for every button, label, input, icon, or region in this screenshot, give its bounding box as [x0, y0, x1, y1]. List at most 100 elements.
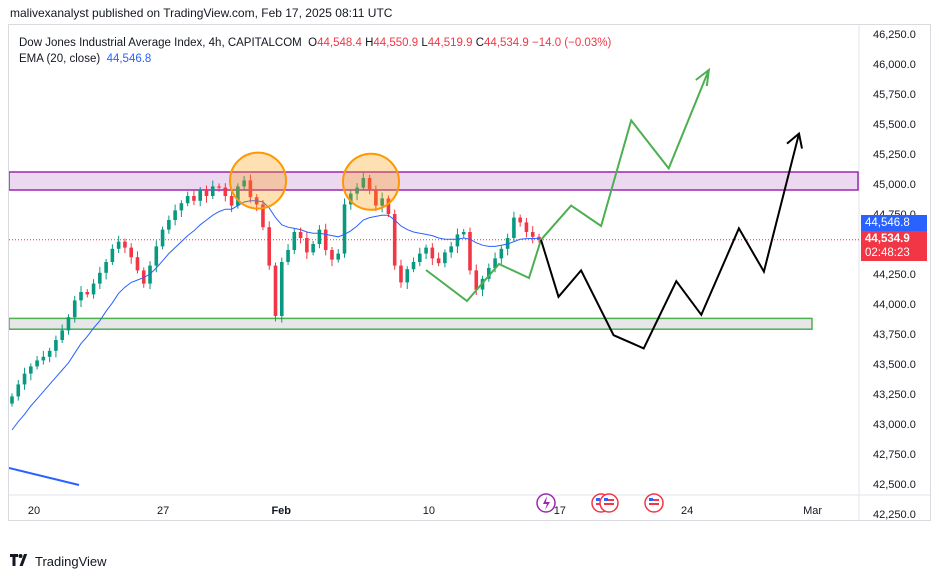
candle-body: [499, 248, 504, 259]
candle-body: [518, 217, 522, 223]
candle-body: [60, 330, 64, 340]
legend-o-label: O: [308, 37, 318, 49]
candle-body: [286, 250, 290, 262]
candle-body: [449, 246, 453, 253]
candle-body: [210, 186, 215, 196]
y-tick-label: 43,250.0: [873, 389, 916, 401]
tradingview-logo[interactable]: TradingView: [10, 554, 107, 569]
x-tick-label: 17: [554, 505, 566, 517]
chart-frame: 46,250.0 46,000.0 45,750.0 45,500.0 45,250.0…: [8, 24, 931, 521]
candle-body: [154, 246, 159, 266]
ema-line: [11, 200, 540, 431]
candle-body: [248, 180, 253, 198]
y-tick-label: 43,000.0: [873, 419, 916, 431]
candle-body: [198, 190, 203, 201]
candle-body: [29, 366, 33, 374]
candle-body: [148, 265, 152, 284]
candle-body: [455, 234, 460, 247]
candle-body: [223, 187, 228, 196]
candle-body: [204, 190, 209, 196]
candle-body: [505, 238, 510, 249]
legend-symbol[interactable]: Dow Jones Industrial Average Index, 4h, …: [19, 37, 302, 49]
candle-body: [311, 244, 315, 253]
y-tick-label: 44,250.0: [873, 269, 916, 281]
candle-body: [292, 232, 297, 250]
countdown-value: 02:48:23: [865, 247, 910, 259]
ema-price-tag: 44,546.8: [861, 215, 927, 231]
lightning-glyph: [543, 496, 550, 510]
legend-o-value: 44,548.4: [317, 37, 362, 49]
candle-body: [380, 198, 384, 206]
y-tick-label: 42,250.0: [873, 509, 916, 520]
flag-stripe: [604, 499, 614, 501]
candle-body: [16, 384, 21, 397]
flag-stripe: [649, 499, 659, 501]
candle-body: [493, 258, 497, 268]
y-tick-label: 45,000.0: [873, 179, 916, 191]
ema-price-tag-value: 44,546.8: [865, 217, 910, 229]
legend-c-label: C: [475, 37, 485, 49]
candle-body: [512, 217, 516, 238]
candle-body: [524, 222, 529, 232]
chart-plot[interactable]: 46,250.0 46,000.0 45,750.0 45,500.0 45,250.0…: [9, 25, 930, 520]
candle-body: [217, 186, 221, 188]
candle-body: [10, 396, 14, 404]
candle-body: [336, 253, 341, 260]
candle-body: [417, 253, 422, 262]
publish-caption: malivexanalyst published on TradingView.…: [10, 6, 393, 20]
y-tick-label: 45,750.0: [873, 89, 916, 101]
candle-body: [530, 232, 535, 237]
y-tick-label: 46,000.0: [873, 59, 916, 71]
candle-body: [123, 241, 127, 248]
x-tick-label: 10: [423, 505, 435, 517]
candle-body: [443, 252, 447, 264]
candle-body: [361, 178, 366, 188]
legend-l-label: L: [421, 37, 428, 49]
y-tick-label: 43,750.0: [873, 329, 916, 341]
candle-body: [173, 210, 177, 220]
legend-ema-label[interactable]: EMA (20, close): [19, 53, 101, 65]
bearish-arrowhead: [786, 131, 803, 149]
candle-body: [537, 236, 541, 240]
candle-body: [392, 214, 397, 266]
x-tick-label: Feb: [271, 505, 291, 517]
candle-body: [461, 232, 466, 235]
candle-body: [54, 340, 58, 351]
candle-body: [66, 317, 71, 331]
flag-stripe: [649, 503, 659, 505]
flag-canton: [649, 498, 653, 501]
candle-body: [91, 283, 96, 295]
candle-body: [405, 269, 410, 283]
y-tick-label: 42,750.0: [873, 449, 916, 461]
candle-body: [305, 238, 309, 253]
candle-body: [192, 196, 196, 201]
candle-body: [399, 265, 403, 283]
y-tick-label: 42,500.0: [873, 479, 916, 491]
x-tick-label: 24: [681, 505, 693, 517]
candle-body: [116, 241, 121, 249]
candle-body: [41, 356, 46, 361]
candle-body: [141, 270, 146, 284]
candle-body: [179, 203, 184, 211]
candle-body: [135, 257, 140, 271]
legend-h-label: H: [365, 37, 374, 49]
legend-symbol-line: Dow Jones Industrial Average Index, 4h, …: [19, 35, 611, 51]
candle-body: [104, 262, 108, 273]
close-price-tag: 44,534.9 02:48:23: [861, 231, 927, 261]
candle-body: [261, 204, 265, 228]
candle-body: [185, 196, 190, 204]
chart-legend: Dow Jones Industrial Average Index, 4h, …: [19, 35, 611, 67]
candle-body: [355, 187, 359, 194]
candle-body: [279, 262, 284, 316]
candle-body: [317, 229, 322, 244]
candle-body: [229, 196, 234, 206]
bearish-projection: [540, 133, 800, 350]
resistance-zone: [9, 171, 859, 191]
candle-body: [236, 186, 240, 206]
candle-body: [298, 232, 303, 238]
y-tick-label: 44,000.0: [873, 299, 916, 311]
candle-body: [374, 190, 378, 206]
candle-body: [474, 270, 479, 290]
legend-change: −14.0 (−0.03%): [532, 37, 612, 49]
candle-body: [35, 360, 39, 367]
